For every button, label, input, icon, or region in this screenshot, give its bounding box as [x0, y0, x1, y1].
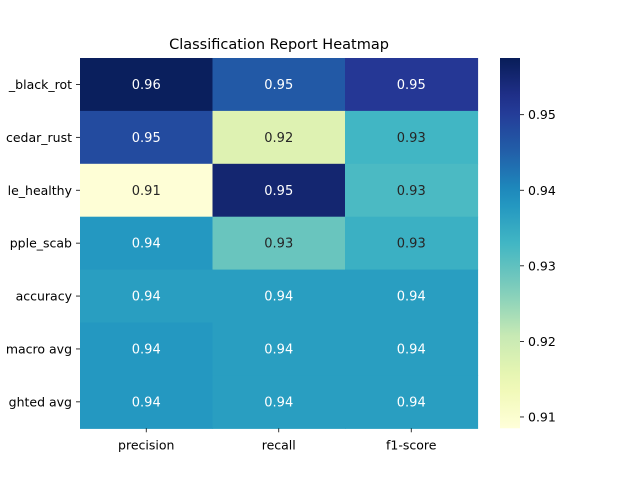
- row-label: ghted avg: [9, 394, 72, 409]
- heatmap-cell: [212, 58, 346, 112]
- cell-annotation: 0.91: [132, 184, 161, 199]
- heatmap-cell: [80, 375, 214, 429]
- cell-annotation: 0.94: [132, 237, 161, 252]
- column-label: precision: [118, 437, 174, 452]
- cell-annotation: 0.94: [132, 342, 161, 357]
- chart-title: Classification Report Heatmap: [169, 37, 389, 53]
- cell-annotation: 0.94: [397, 342, 426, 357]
- row-label: pple_scab: [10, 236, 72, 251]
- cell-annotation: 0.95: [264, 78, 293, 93]
- colorbar: 0.91 0.92 0.93 0.94 0.95: [500, 58, 556, 429]
- column-label: recall: [262, 437, 296, 452]
- heatmap-cell: [212, 375, 346, 429]
- row-label: accuracy: [16, 289, 73, 304]
- heatmap-cell: [345, 110, 479, 165]
- cell-annotation: 0.94: [264, 342, 293, 357]
- row-label: macro avg: [6, 341, 72, 356]
- cell-annotation: 0.93: [397, 237, 426, 252]
- cell-annotation: 0.93: [397, 131, 426, 146]
- heatmap-cell: [212, 322, 346, 376]
- cell-annotation: 0.94: [132, 290, 161, 305]
- heatmap-cell: [212, 269, 346, 324]
- row-label: _black_rot: [8, 77, 72, 92]
- cell-annotation: 0.94: [397, 395, 426, 410]
- cell-annotation: 0.94: [397, 290, 426, 305]
- cell-annotation: 0.93: [397, 184, 426, 199]
- heatmap-cell: [80, 216, 214, 271]
- heatmap-cell: [345, 58, 479, 112]
- heatmap-cell: [80, 58, 214, 112]
- cell-annotation: 0.92: [264, 131, 293, 146]
- cell-annotation: 0.94: [264, 290, 293, 305]
- cell-annotation: 0.94: [264, 395, 293, 410]
- heatmap-cell: [212, 163, 346, 218]
- heatmap-cell: [80, 110, 214, 165]
- heatmap-cell: [80, 322, 214, 376]
- row-label: cedar_rust: [6, 130, 72, 145]
- heatmap-cells: [80, 58, 479, 429]
- colorbar-tick-label: 0.92: [528, 334, 556, 349]
- row-labels: _black_rot cedar_rust le_healthy pple_scaba…: [6, 77, 80, 409]
- heatmap-cell: [345, 269, 479, 324]
- heatmap-cell: [212, 110, 346, 165]
- cell-annotation: 0.95: [132, 131, 161, 146]
- heatmap-cell: [80, 163, 214, 218]
- row-label: le_healthy: [8, 183, 73, 198]
- colorbar-gradient: [500, 58, 520, 429]
- cell-annotation: 0.95: [264, 184, 293, 199]
- column-labels: precision recall f1-score: [118, 428, 437, 452]
- cell-annotation: 0.95: [397, 78, 426, 93]
- colorbar-tick-label: 0.94: [528, 183, 556, 198]
- column-label: f1-score: [386, 437, 437, 452]
- colorbar-tick-label: 0.91: [528, 409, 556, 424]
- cell-annotation: 0.94: [132, 395, 161, 410]
- heatmap-cell: [345, 375, 479, 429]
- cell-annotations: 0.96 0.95 0.95 0.95 0.92 0.93 0.91 0.95 0.93 0.94…: [132, 78, 426, 410]
- heatmap-cell: [345, 322, 479, 376]
- cell-annotation: 0.93: [264, 237, 293, 252]
- colorbar-tick-label: 0.95: [528, 107, 556, 122]
- heatmap-cell: [80, 269, 214, 324]
- heatmap-cell: [212, 216, 346, 271]
- heatmap-cell: [345, 163, 479, 218]
- heatmap-cell: [345, 216, 479, 271]
- cell-annotation: 0.96: [132, 78, 161, 93]
- colorbar-tick-label: 0.93: [528, 258, 556, 273]
